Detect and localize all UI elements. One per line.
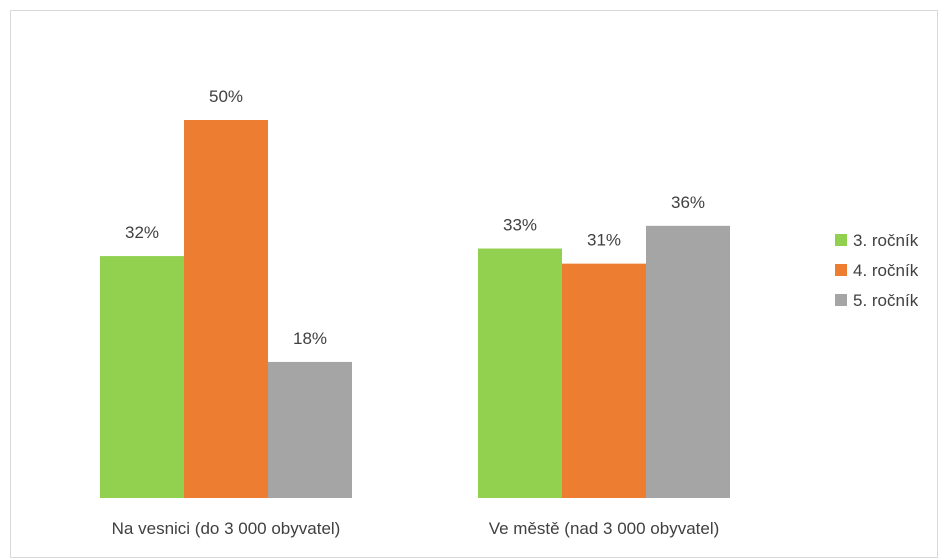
category-label-1: Na vesnici (do 3 000 obyvatel): [112, 519, 341, 538]
bar-1-3: [268, 361, 352, 498]
data-label-1-1: 32%: [125, 223, 159, 242]
bar-1-1: [100, 256, 184, 498]
bar-2-2: [562, 263, 646, 498]
legend-label-2: 4. ročník: [853, 261, 919, 280]
bar-2-1: [478, 248, 562, 498]
legend-swatch-1: [835, 234, 847, 246]
bar-2-3: [646, 225, 730, 498]
data-label-2-3: 36%: [671, 193, 705, 212]
legend-label-1: 3. ročník: [853, 231, 919, 250]
category-label-2: Ve městě (nad 3 000 obyvatel): [489, 519, 720, 538]
legend-label-3: 5. ročník: [853, 291, 919, 310]
legend-swatch-2: [835, 264, 847, 276]
data-label-2-1: 33%: [503, 216, 537, 235]
data-label-1-3: 18%: [293, 329, 327, 348]
data-label-1-2: 50%: [209, 87, 243, 106]
data-label-2-2: 31%: [587, 231, 621, 250]
bar-1-2: [184, 120, 268, 498]
legend-swatch-3: [835, 294, 847, 306]
